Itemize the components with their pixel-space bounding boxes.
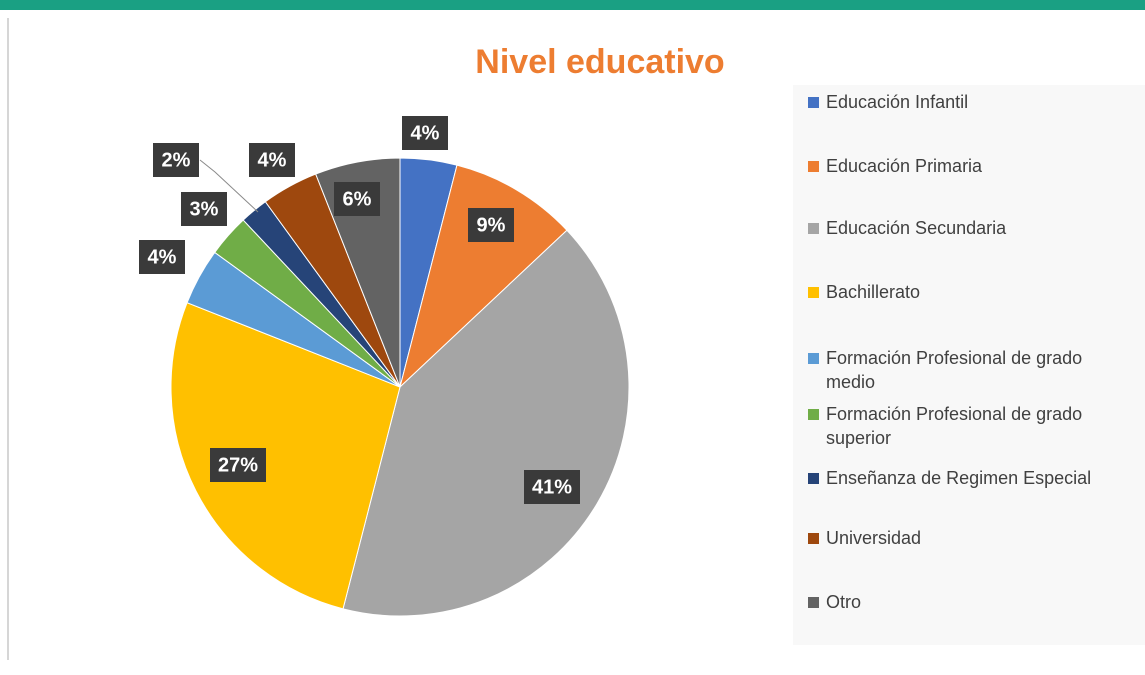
legend-swatch xyxy=(808,353,819,364)
leader-line xyxy=(199,159,259,213)
data-label-box xyxy=(153,143,199,177)
pie-slice xyxy=(399,164,568,389)
legend-item: Otro xyxy=(808,590,1128,614)
data-label: 41% xyxy=(532,476,572,498)
legend-item: Educación Secundaria xyxy=(808,216,1128,240)
legend-item: Universidad xyxy=(808,526,1128,550)
data-label-box xyxy=(334,182,380,216)
data-label-box xyxy=(181,192,227,226)
legend-item: Formación Profesional de grado superior xyxy=(808,402,1128,450)
legend-swatch xyxy=(808,409,819,420)
data-label-box xyxy=(249,143,295,177)
data-label: 4% xyxy=(148,246,177,268)
legend-item: Enseñanza de Regimen Especial xyxy=(808,466,1128,490)
data-label: 2% xyxy=(162,149,191,171)
data-label-box xyxy=(524,470,580,504)
legend-swatch xyxy=(808,97,819,108)
pie-slice xyxy=(342,229,630,617)
data-label: 6% xyxy=(343,188,372,210)
chart-title: Nivel educativo xyxy=(475,43,724,81)
legend: Educación Infantil Educación Primaria Educ… xyxy=(793,85,1145,645)
legend-swatch xyxy=(808,473,819,484)
pie xyxy=(170,157,630,617)
data-labels: 4% 9% 41% 27% 4% 3% 2% 4% 6% xyxy=(139,116,580,504)
data-label: 9% xyxy=(477,214,506,236)
legend-swatch xyxy=(808,287,819,298)
legend-swatch xyxy=(808,161,819,172)
legend-item: Formación Profesional de grado medio xyxy=(808,346,1128,394)
legend-label: Enseñanza de Regimen Especial xyxy=(826,468,1092,488)
top-bar xyxy=(0,0,1145,10)
legend-label: Formación Profesional de grado superior xyxy=(826,404,1083,448)
legend-label: Educación Secundaria xyxy=(826,218,1007,238)
legend-swatch xyxy=(808,533,819,544)
legend-label: Educación Infantil xyxy=(826,92,969,112)
data-label: 3% xyxy=(190,198,219,220)
data-label: 4% xyxy=(258,149,287,171)
legend-swatch xyxy=(808,597,819,608)
legend-label: Bachillerato xyxy=(826,282,921,302)
data-label-box xyxy=(468,208,514,242)
data-label-box xyxy=(402,116,448,150)
legend-label: Formación Profesional de grado medio xyxy=(826,348,1083,392)
legend-item: Educación Infantil xyxy=(808,90,1128,114)
data-label-box xyxy=(210,448,266,482)
legend-label: Universidad xyxy=(826,528,922,548)
data-label-box xyxy=(139,240,185,274)
pie-slice xyxy=(170,302,401,610)
legend-label: Educación Primaria xyxy=(826,156,983,176)
legend-item: Educación Primaria xyxy=(808,154,1128,178)
legend-swatch xyxy=(808,223,819,234)
legend-label: Otro xyxy=(826,592,862,612)
data-label: 4% xyxy=(411,122,440,144)
data-label: 27% xyxy=(218,454,258,476)
legend-item: Bachillerato xyxy=(808,280,1128,304)
